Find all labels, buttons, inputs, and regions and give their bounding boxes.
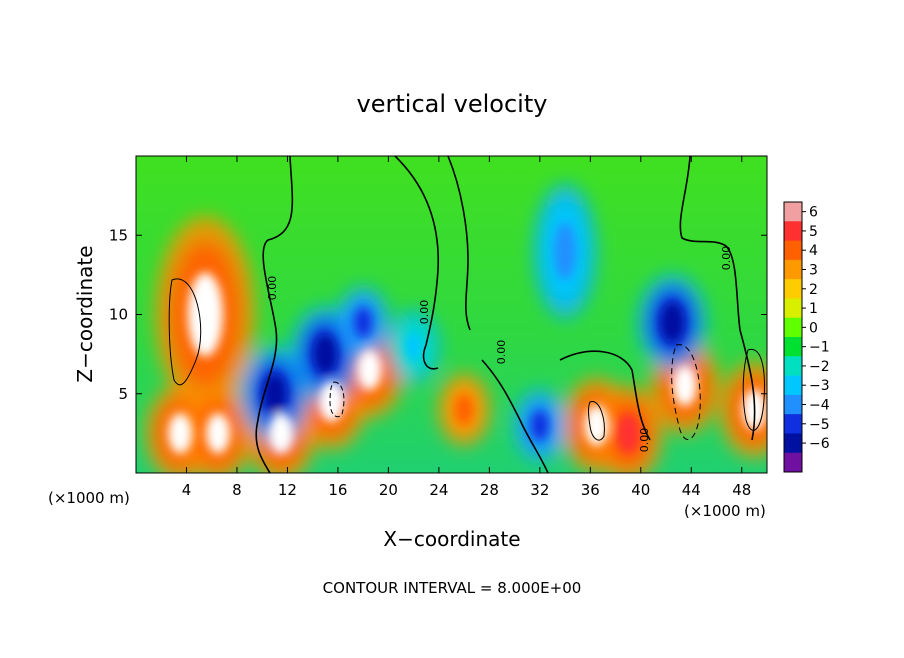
y-tick-label: 15 bbox=[109, 226, 128, 244]
colorbar-tick-label: 6 bbox=[809, 205, 818, 221]
colorbar-swatch bbox=[784, 452, 802, 473]
colorbar-tick-label: −1 bbox=[809, 340, 830, 356]
colorbar: 6 5 4 3 2 1 0 −1 −2 −3 −4 −5 −6 bbox=[783, 201, 830, 473]
downdraft-core bbox=[660, 302, 685, 343]
x-unit-left: (×1000 m) bbox=[48, 489, 130, 507]
updraft-core bbox=[205, 412, 231, 454]
colorbar-swatch bbox=[784, 337, 802, 357]
contour-label: 0.00 bbox=[418, 300, 431, 325]
updraft-core bbox=[187, 272, 224, 357]
downdraft-core bbox=[262, 373, 287, 415]
colorbar-tick-label: −2 bbox=[809, 359, 830, 375]
zero-contour-line bbox=[481, 359, 549, 473]
x-tick-label: 28 bbox=[480, 481, 499, 499]
colorbar-swatch bbox=[784, 279, 802, 299]
colorbar-swatch bbox=[784, 240, 802, 261]
x-tick-label: 12 bbox=[278, 481, 297, 499]
downdraft-core bbox=[530, 410, 549, 441]
x-axis-title: X−coordinate bbox=[383, 527, 520, 551]
colorbar-swatch bbox=[784, 356, 802, 377]
y-tick-label: 5 bbox=[118, 385, 128, 403]
zero-contour-line bbox=[255, 156, 294, 473]
contour-interval-note: CONTOUR INTERVAL = 8.000E+00 bbox=[323, 579, 582, 597]
x-tick-label: 48 bbox=[732, 481, 751, 499]
dashed-contour-line bbox=[329, 381, 345, 418]
downdraft-core bbox=[354, 307, 373, 338]
contour-label: 0.00 bbox=[495, 340, 508, 365]
colorbar-swatch bbox=[784, 433, 802, 454]
updraft-core bbox=[357, 349, 382, 391]
colorbar-swatch bbox=[784, 317, 802, 338]
contour-line bbox=[588, 401, 605, 441]
x-tick-label: 24 bbox=[429, 481, 448, 499]
updraft-core bbox=[269, 412, 294, 454]
updraft-core bbox=[455, 394, 474, 425]
colorbar-tick-label: 1 bbox=[809, 301, 818, 317]
zero-contour-line bbox=[394, 156, 440, 370]
colorbar-tick-label: −5 bbox=[809, 417, 830, 433]
x-tick-label: 32 bbox=[530, 481, 549, 499]
x-tick-label: 36 bbox=[581, 481, 600, 499]
heatmap-field: 0.00 0.00 0.00 0.00 0.00 bbox=[136, 156, 767, 473]
x-unit-right: (×1000 m) bbox=[684, 502, 766, 520]
x-tick-label: 8 bbox=[232, 481, 242, 499]
dashed-contour-line bbox=[671, 344, 701, 440]
downdraft-core bbox=[404, 330, 423, 362]
colorbar-tick-label: 4 bbox=[809, 243, 818, 259]
colorbar-frame bbox=[783, 201, 803, 473]
x-tick-label: 4 bbox=[182, 481, 192, 499]
zero-contour-line bbox=[679, 156, 756, 441]
colorbar-swatch bbox=[784, 375, 802, 396]
y-axis: 5 10 15 bbox=[109, 226, 767, 403]
colorbar-swatch bbox=[784, 298, 802, 319]
y-axis-title: Z−coordinate bbox=[73, 245, 97, 382]
contour-line bbox=[742, 348, 765, 431]
colorbar-tick-label: −3 bbox=[809, 378, 830, 394]
x-tick-label: 44 bbox=[682, 481, 701, 499]
downdraft-core bbox=[554, 222, 577, 280]
chart-title: vertical velocity bbox=[357, 90, 548, 118]
colorbar-tick-label: 5 bbox=[809, 224, 818, 240]
colorbar-tick-label: −6 bbox=[809, 436, 830, 452]
x-axis: 4 8 12 16 20 24 28 32 36 40 44 48 bbox=[182, 156, 751, 499]
contour-label: 0.00 bbox=[266, 276, 279, 301]
x-tick-label: 16 bbox=[328, 481, 347, 499]
contour-label: 0.00 bbox=[720, 246, 733, 271]
updraft-core bbox=[616, 412, 641, 454]
colorbar-tick-label: 0 bbox=[809, 320, 818, 336]
contour-label: 0.00 bbox=[638, 428, 651, 453]
colorbar-swatch bbox=[784, 259, 802, 280]
y-tick-label: 10 bbox=[109, 306, 128, 324]
colorbar-swatch bbox=[784, 414, 802, 434]
updraft-core bbox=[319, 381, 344, 423]
colorbar-tick-label: −4 bbox=[809, 398, 830, 414]
x-tick-label: 20 bbox=[379, 481, 398, 499]
zero-contour-line bbox=[447, 156, 471, 331]
updraft-core bbox=[672, 365, 698, 407]
colorbar-swatch bbox=[784, 394, 802, 415]
downdraft-core bbox=[313, 333, 338, 375]
colorbar-swatch bbox=[784, 202, 802, 222]
colorbar-swatch bbox=[784, 221, 802, 242]
colorbar-tick-label: 2 bbox=[809, 282, 818, 298]
updraft-core bbox=[168, 412, 193, 454]
colorbar-tick-label: 3 bbox=[809, 263, 818, 279]
zero-contour-line bbox=[559, 350, 651, 441]
x-tick-label: 40 bbox=[631, 481, 650, 499]
contour-line bbox=[168, 278, 202, 386]
